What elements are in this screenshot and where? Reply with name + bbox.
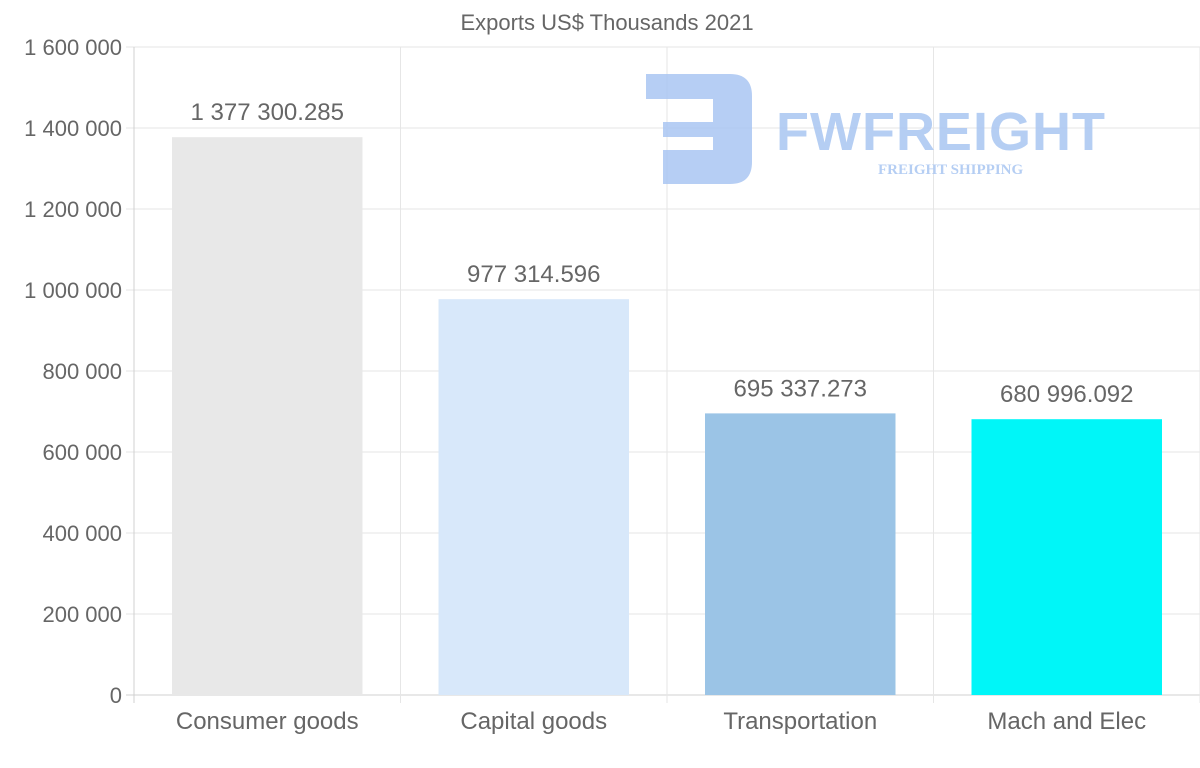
chart-title: Exports US$ Thousands 2021 — [460, 10, 753, 35]
data-labels: 1 377 300.285 977 314.596 695 337.273 680 9… — [191, 99, 1134, 408]
logo-mark-icon — [646, 74, 752, 184]
data-label: 1 377 300.285 — [191, 99, 344, 126]
data-label: 977 314.596 — [467, 261, 600, 288]
y-tick-label: 800 000 — [42, 359, 122, 384]
x-tick-label: Mach and Elec — [987, 708, 1146, 735]
bar-mach-and-elec — [971, 419, 1162, 695]
y-tick-label: 1 000 000 — [24, 278, 122, 303]
y-tick-label: 400 000 — [42, 521, 122, 546]
bar-capital-goods — [438, 299, 629, 695]
logo-brand-text: FWFREIGHT — [776, 102, 1106, 162]
y-tick-label: 600 000 — [42, 440, 122, 465]
y-tick-label: 1 600 000 — [24, 35, 122, 60]
y-tick-label: 1 400 000 — [24, 116, 122, 141]
y-tick-label: 1 200 000 — [24, 197, 122, 222]
y-tick-label: 0 — [110, 683, 122, 708]
data-label: 680 996.092 — [1000, 381, 1133, 408]
bar-transportation — [705, 413, 896, 695]
bar-consumer-goods — [172, 137, 363, 696]
fwfreight-watermark-logo: FWFREIGHT FREIGHT SHIPPING — [646, 74, 1106, 184]
x-tick-label: Consumer goods — [176, 708, 359, 735]
data-label: 695 337.273 — [734, 375, 867, 402]
logo-tagline-text: FREIGHT SHIPPING — [878, 162, 1023, 178]
y-axis: 0 200 000 400 000 600 000 800 000 1 000 000 1 … — [24, 35, 122, 708]
x-tick-label: Transportation — [723, 708, 877, 735]
x-tick-label: Capital goods — [460, 708, 607, 735]
bars — [172, 137, 1162, 696]
y-tick-label: 200 000 — [42, 602, 122, 627]
x-axis: Consumer goods Capital goods Transportatio… — [176, 708, 1146, 735]
